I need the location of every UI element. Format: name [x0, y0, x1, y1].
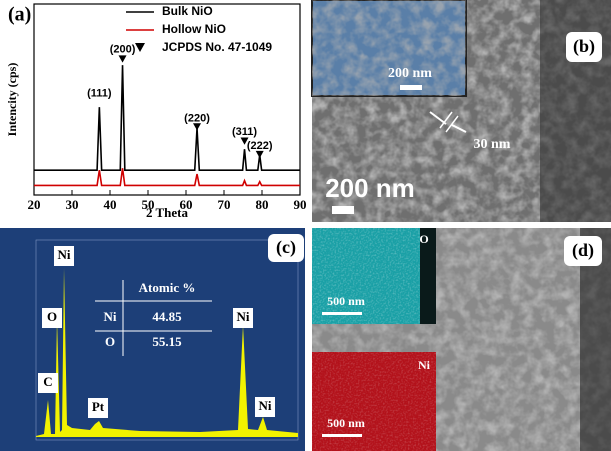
sem-panel-b: (b) 200 nm 30 nm 200 nm	[311, 0, 611, 222]
peak-index: (111)	[87, 88, 112, 100]
peak-index: (220)	[184, 113, 210, 125]
plot-frame	[33, 3, 301, 196]
inset-scale: 200 nm	[388, 66, 432, 81]
y-axis-label: Intencity (cps)	[5, 63, 19, 137]
panel-label: (d)	[572, 240, 594, 261]
x-tick-label: 80	[256, 197, 269, 212]
peak-label: O	[47, 309, 57, 324]
table-cell: 55.15	[152, 334, 182, 349]
x-tick-label: 20	[28, 197, 41, 212]
peak-index: (222)	[247, 140, 273, 152]
legend-label: Hollow NiO	[162, 22, 226, 36]
peak-label: Ni	[259, 398, 272, 413]
reference-marker	[118, 55, 127, 63]
panel-label: (c)	[276, 237, 296, 258]
reference-marker	[193, 123, 202, 131]
thickness-label: 30 nm	[474, 137, 511, 152]
table-header: Atomic %	[139, 280, 196, 295]
legend-marker	[135, 43, 145, 52]
peak-label-box	[255, 397, 275, 417]
peak-label-box	[38, 373, 58, 393]
peak-label-box	[233, 308, 253, 328]
peak-label-box	[88, 398, 108, 418]
x-axis-label: 2 Theta	[146, 205, 189, 220]
peak-label: Ni	[58, 247, 71, 262]
reference-marker	[255, 150, 264, 159]
x-tick-label: 50	[142, 197, 155, 212]
map-scale: 500 nm	[327, 294, 365, 308]
reference-marker	[240, 137, 249, 145]
x-tick-label: 40	[104, 197, 117, 212]
peak-label: Pt	[92, 399, 105, 414]
peak-index: (200)	[110, 44, 136, 56]
peak-label: C	[43, 374, 52, 389]
map-scale: 500 nm	[327, 416, 365, 430]
scale-label: 200 nm	[325, 173, 415, 203]
peak-index: (311)	[232, 126, 257, 138]
eds-panel-c: Atomic % Ni 44.85 O 55.15 (c)	[0, 228, 305, 451]
map-element: Ni	[418, 358, 431, 372]
sem-panel-d: O 500 nm Ni 500 nm (d)	[312, 228, 611, 451]
map-element: O	[419, 232, 428, 246]
table-cell: O	[105, 334, 115, 349]
peak-label: Ni	[237, 309, 250, 324]
x-tick-label: 30	[66, 197, 79, 212]
table-cell: 44.85	[152, 309, 182, 324]
peak-label-box	[42, 308, 62, 328]
data-line	[34, 168, 300, 187]
x-tick-label: 70	[218, 197, 231, 212]
panel-label: (b)	[573, 36, 595, 57]
legend-label: JCPDS No. 47-1049	[162, 40, 272, 54]
peak-labels: Ni O C Pt Ni Ni	[38, 246, 275, 418]
peak-label-box	[54, 246, 74, 266]
x-tick-label: 90	[294, 197, 307, 212]
table-cell: Ni	[104, 309, 117, 324]
legend-label: Bulk NiO	[162, 4, 213, 18]
x-tick-label: 60	[180, 197, 193, 212]
panel-label: (a)	[8, 4, 31, 26]
xrd-chart: (a) 20 30 40 50 60 70 80 90 2 Theta Intencity (cps…	[5, 4, 307, 220]
